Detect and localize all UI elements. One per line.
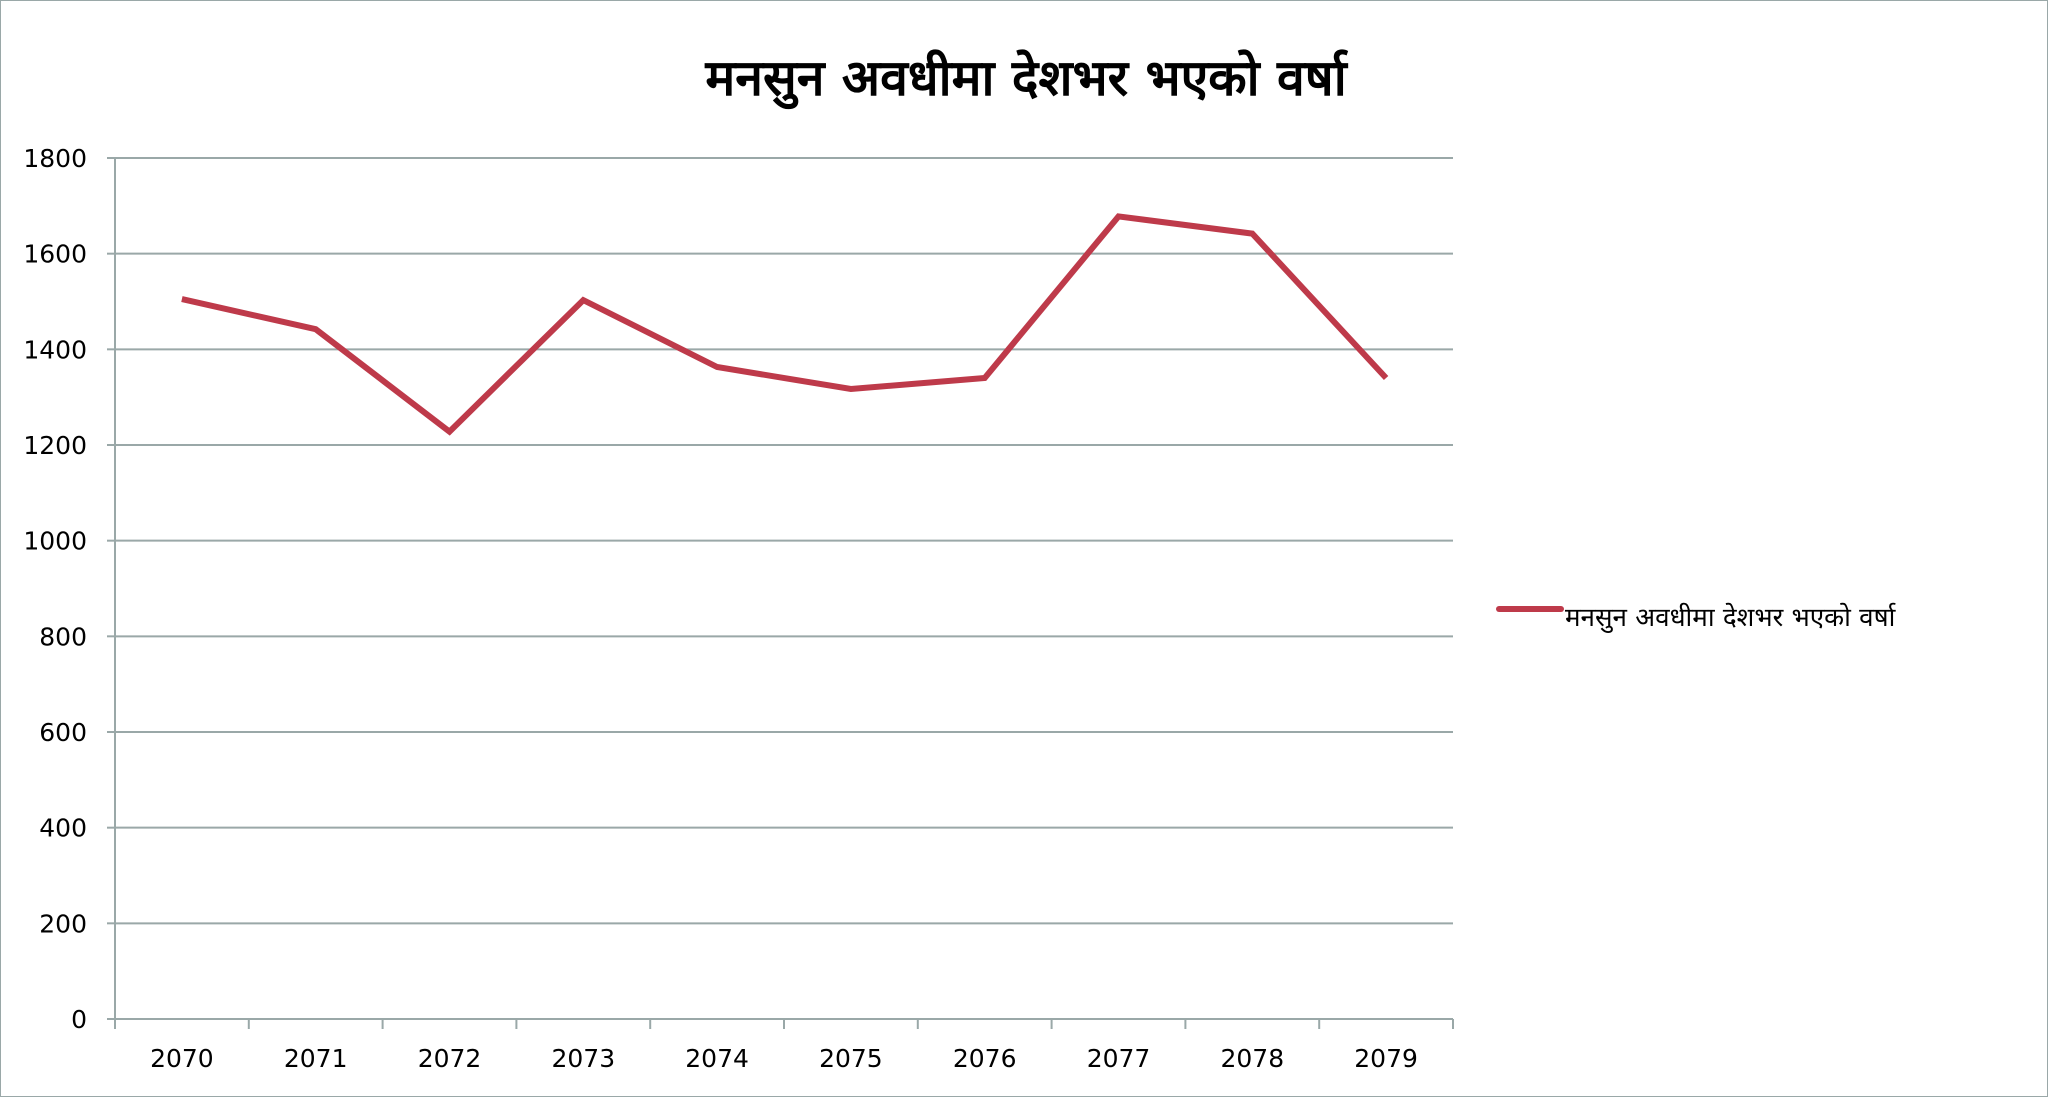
x-tick-label: 2075 <box>819 1044 883 1073</box>
x-tick-label: 2078 <box>1220 1044 1284 1073</box>
x-tick-label: 2071 <box>284 1044 348 1073</box>
y-tick-label: 200 <box>39 909 87 938</box>
x-tick-label: 2074 <box>685 1044 749 1073</box>
gridlines <box>115 157 1453 925</box>
x-axis-tick-labels: 2070 2071 2072 2073 2074 2075 2076 2077 2078 2079 <box>150 1044 1418 1073</box>
y-tick-label: 0 <box>71 1005 87 1034</box>
y-tick-label: 1000 <box>23 527 87 556</box>
y-tick-label: 1800 <box>23 144 87 173</box>
x-tick-label: 2077 <box>1087 1044 1151 1073</box>
y-tick-label: 600 <box>39 718 87 747</box>
y-tick-label: 1400 <box>23 335 87 364</box>
axes <box>107 157 1454 1029</box>
chart-title: मनसुन अवधीमा देशभर भएको वर्षा <box>704 49 1348 110</box>
x-tick-label: 2076 <box>953 1044 1017 1073</box>
y-axis-tick-labels: 0 200 400 600 800 1000 1200 1400 1600 1800 <box>23 144 87 1034</box>
legend-label: मनसुन अवधीमा देशभर भएको वर्षा <box>1565 602 1897 633</box>
series-line <box>181 213 1389 436</box>
y-tick-label: 800 <box>39 622 87 651</box>
x-tick-label: 2073 <box>551 1044 615 1073</box>
x-tick-label: 2070 <box>150 1044 214 1073</box>
series-layer <box>181 213 1389 436</box>
legend: मनसुन अवधीमा देशभर भएको वर्षा <box>1496 602 1897 633</box>
y-tick-label: 1200 <box>23 431 87 460</box>
y-tick-label: 1600 <box>23 240 87 269</box>
x-tick-label: 2072 <box>418 1044 482 1073</box>
y-tick-label: 400 <box>39 814 87 843</box>
x-tick-label: 2079 <box>1354 1044 1418 1073</box>
